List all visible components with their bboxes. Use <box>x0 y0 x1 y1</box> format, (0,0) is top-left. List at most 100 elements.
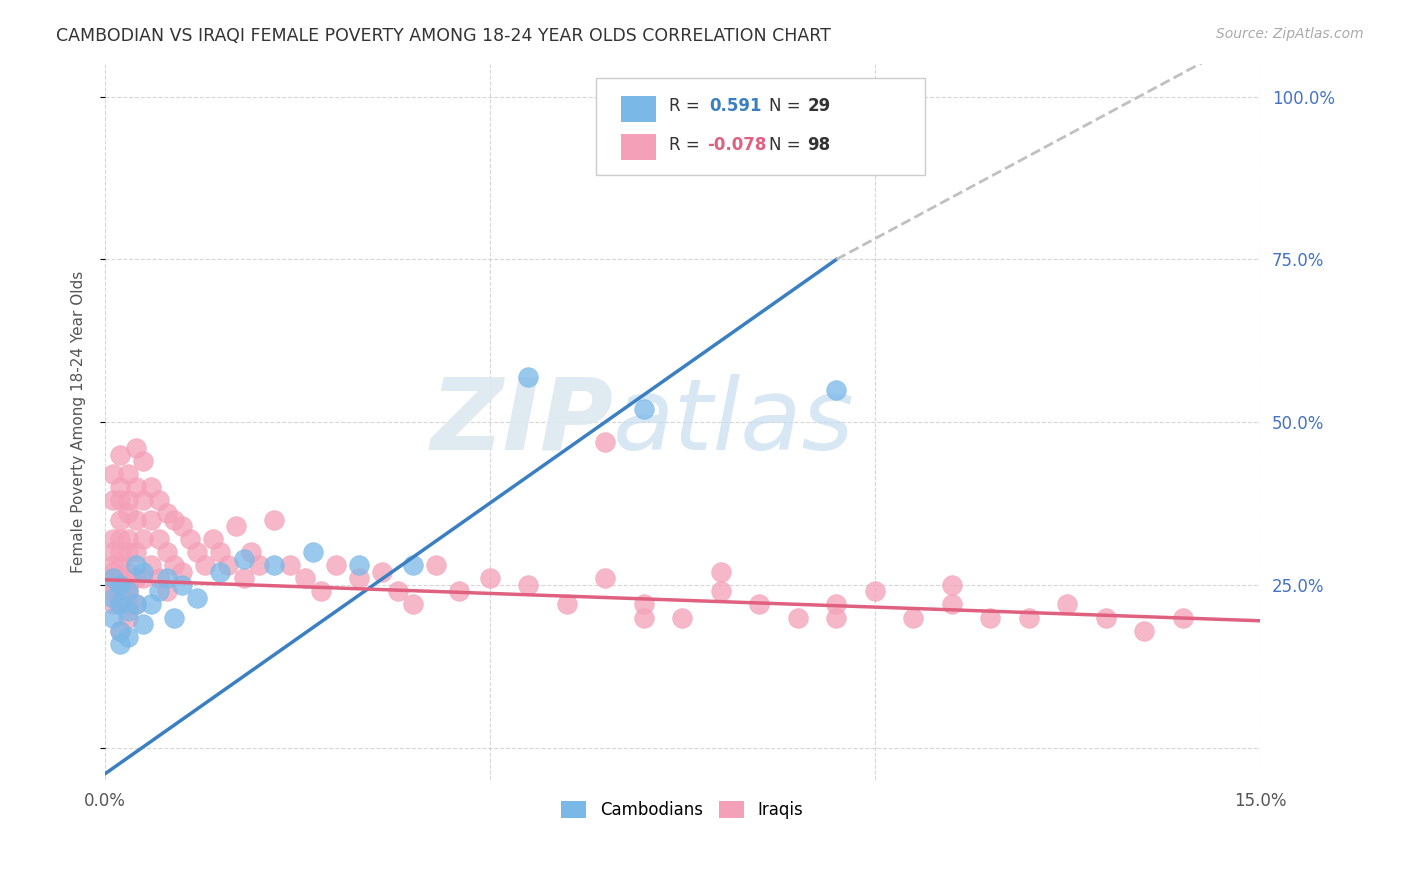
Point <box>117 545 139 559</box>
Point <box>186 545 208 559</box>
Point <box>101 533 124 547</box>
Point <box>278 558 301 573</box>
Point <box>1171 610 1194 624</box>
Text: atlas: atlas <box>613 374 855 471</box>
Point <box>148 493 170 508</box>
Point <box>125 480 148 494</box>
Point <box>425 558 447 573</box>
Point <box>347 558 370 573</box>
Point <box>302 545 325 559</box>
Point <box>110 493 132 508</box>
Point <box>110 545 132 559</box>
Point <box>132 454 155 468</box>
Point <box>117 533 139 547</box>
Point <box>125 513 148 527</box>
Point <box>240 545 263 559</box>
Point <box>117 584 139 599</box>
Point <box>110 624 132 638</box>
Point <box>449 584 471 599</box>
Point <box>125 598 148 612</box>
Point <box>402 558 425 573</box>
Text: Source: ZipAtlas.com: Source: ZipAtlas.com <box>1216 27 1364 41</box>
Point <box>825 610 848 624</box>
Point <box>347 571 370 585</box>
Point <box>117 630 139 644</box>
Point <box>555 598 578 612</box>
Point <box>170 578 193 592</box>
Point <box>101 565 124 579</box>
Point <box>117 565 139 579</box>
Point <box>101 467 124 482</box>
Point <box>825 383 848 397</box>
Point <box>194 558 217 573</box>
Point <box>863 584 886 599</box>
Y-axis label: Female Poverty Among 18-24 Year Olds: Female Poverty Among 18-24 Year Olds <box>72 271 86 574</box>
Text: ZIP: ZIP <box>430 374 613 471</box>
Point <box>903 610 925 624</box>
Point <box>217 558 239 573</box>
Point <box>633 610 655 624</box>
Point <box>402 598 425 612</box>
Point <box>155 506 177 520</box>
Point <box>101 578 124 592</box>
Point <box>125 598 148 612</box>
Point <box>110 598 132 612</box>
Legend: Cambodians, Iraqis: Cambodians, Iraqis <box>555 794 810 826</box>
Point <box>710 584 733 599</box>
Point <box>155 584 177 599</box>
Point <box>1018 610 1040 624</box>
Point <box>110 558 132 573</box>
Point <box>1095 610 1118 624</box>
Point <box>141 598 163 612</box>
Point <box>225 519 247 533</box>
Point <box>110 571 132 585</box>
FancyBboxPatch shape <box>596 78 925 175</box>
Point <box>825 598 848 612</box>
Point <box>117 467 139 482</box>
Text: N =: N = <box>769 136 806 154</box>
Text: -0.078: -0.078 <box>707 136 766 154</box>
Point <box>125 571 148 585</box>
Point <box>117 598 139 612</box>
Point <box>148 584 170 599</box>
Point <box>941 598 963 612</box>
Point <box>155 571 177 585</box>
Point <box>517 369 540 384</box>
Point <box>517 578 540 592</box>
Point <box>325 558 347 573</box>
Point <box>101 558 124 573</box>
Point <box>101 584 124 599</box>
Point <box>110 513 132 527</box>
Point <box>117 493 139 508</box>
Point <box>110 578 132 592</box>
Point <box>141 480 163 494</box>
Point <box>387 584 409 599</box>
Point <box>170 519 193 533</box>
Point <box>132 493 155 508</box>
Point <box>294 571 316 585</box>
Point <box>247 558 270 573</box>
Point <box>148 533 170 547</box>
Point <box>132 571 155 585</box>
Point <box>110 624 132 638</box>
Point <box>110 636 132 650</box>
Point <box>671 610 693 624</box>
Text: R =: R = <box>669 97 704 115</box>
Point <box>163 513 186 527</box>
Point <box>232 552 254 566</box>
Point <box>101 591 124 605</box>
Point <box>163 610 186 624</box>
Point <box>117 604 139 618</box>
Point <box>101 571 124 585</box>
Point <box>748 598 770 612</box>
Text: CAMBODIAN VS IRAQI FEMALE POVERTY AMONG 18-24 YEAR OLDS CORRELATION CHART: CAMBODIAN VS IRAQI FEMALE POVERTY AMONG … <box>56 27 831 45</box>
Text: N =: N = <box>769 97 806 115</box>
FancyBboxPatch shape <box>621 95 657 121</box>
Point <box>186 591 208 605</box>
Point <box>141 513 163 527</box>
Text: 0.591: 0.591 <box>709 97 762 115</box>
Point <box>787 610 810 624</box>
Point <box>309 584 332 599</box>
Point <box>101 493 124 508</box>
Point <box>633 402 655 417</box>
